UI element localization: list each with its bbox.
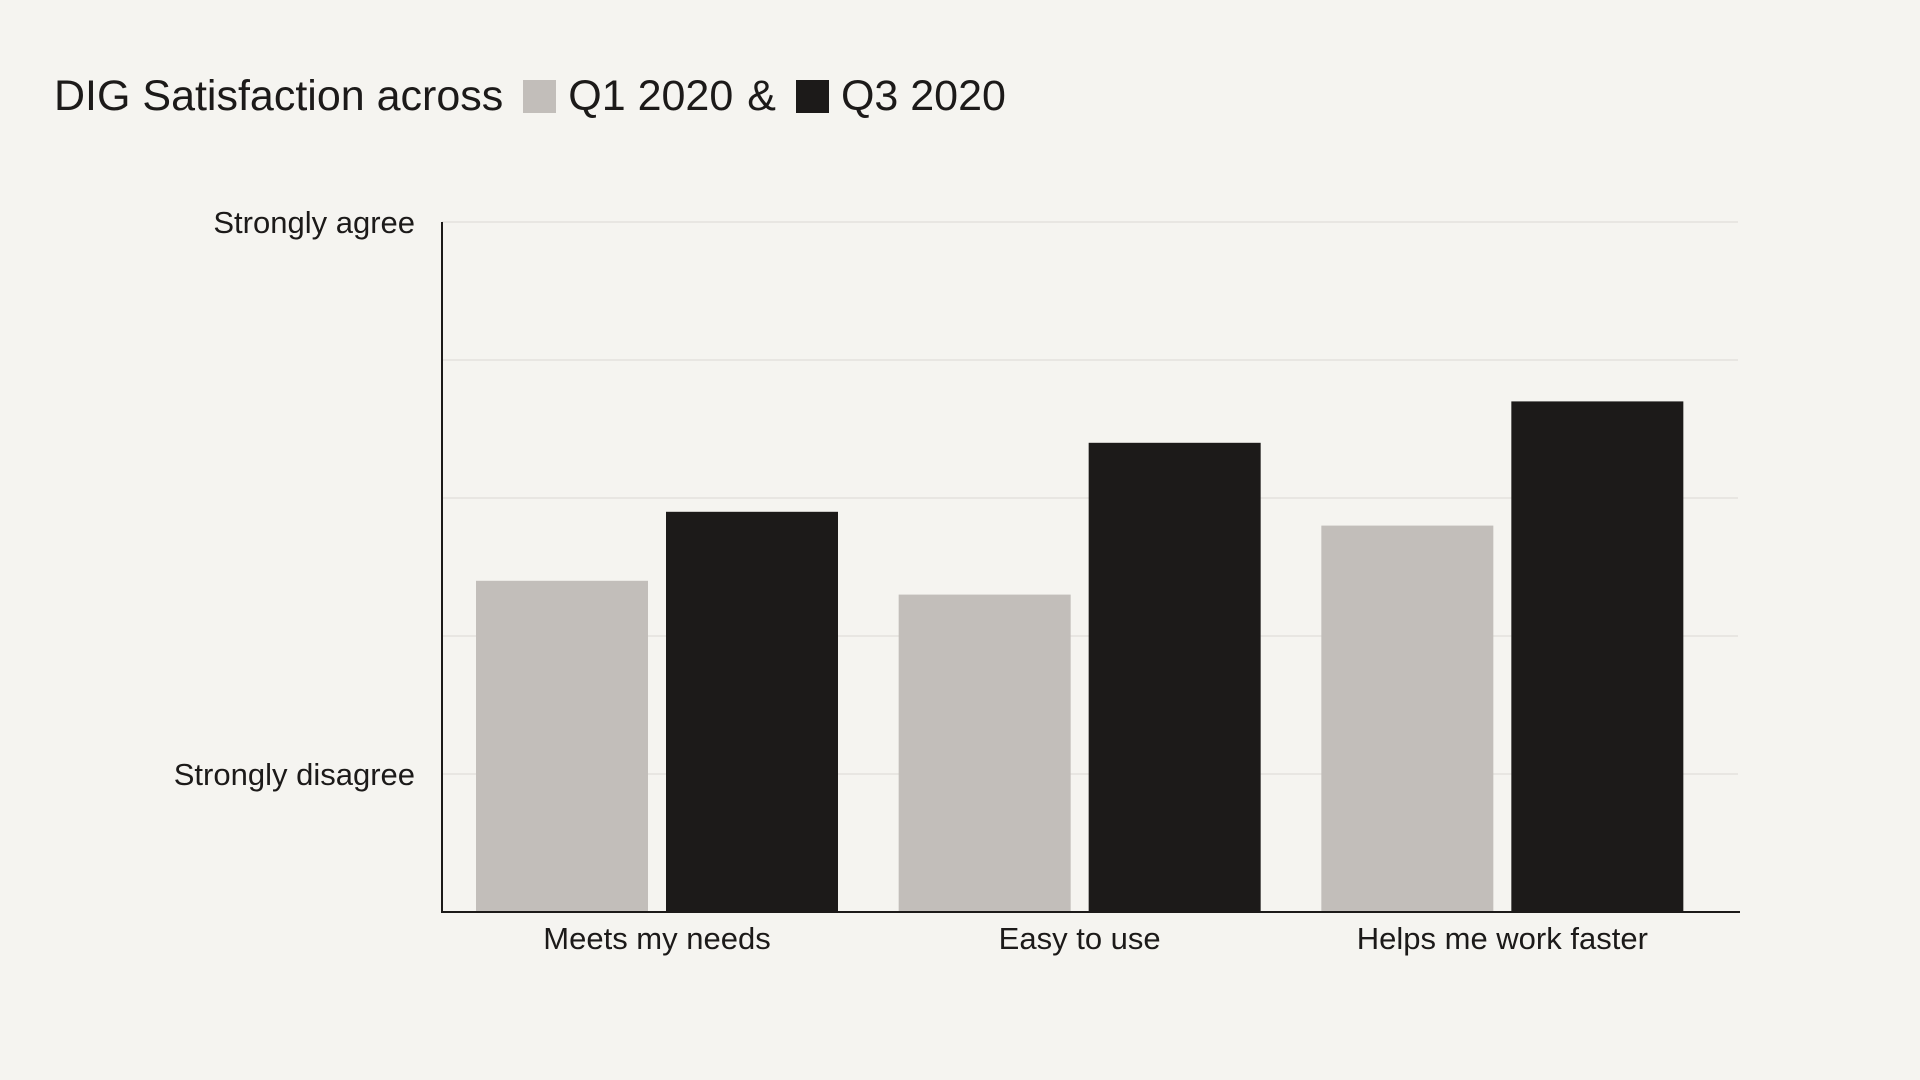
bar-q1-1 [898,594,1071,912]
bar-q3-1 [1088,442,1261,912]
y-tick-label-0: Strongly disagree [174,757,415,792]
legend-connector: & [747,71,776,120]
bar-q3-2 [1511,401,1684,912]
bar-q1-2 [1321,525,1494,912]
chart-title: DIG Satisfaction across [54,71,504,120]
chart-title-with-legend: DIG Satisfaction across Q1 2020 & Q3 202… [54,68,1006,124]
legend-label-q3: Q3 2020 [840,71,1006,120]
x-tick-label-2: Helps me work faster [1357,921,1648,956]
y-tick-label-1: Strongly agree [213,205,415,240]
x-tick-label-0: Meets my needs [543,921,770,956]
bar-q1-0 [476,580,648,912]
legend-swatch-q1 [523,79,557,113]
legend-swatch-q3 [795,79,829,113]
legend-label-q1: Q1 2020 [568,71,734,120]
x-tick-label-1: Easy to use [999,921,1161,956]
bar-q3-0 [666,511,838,912]
